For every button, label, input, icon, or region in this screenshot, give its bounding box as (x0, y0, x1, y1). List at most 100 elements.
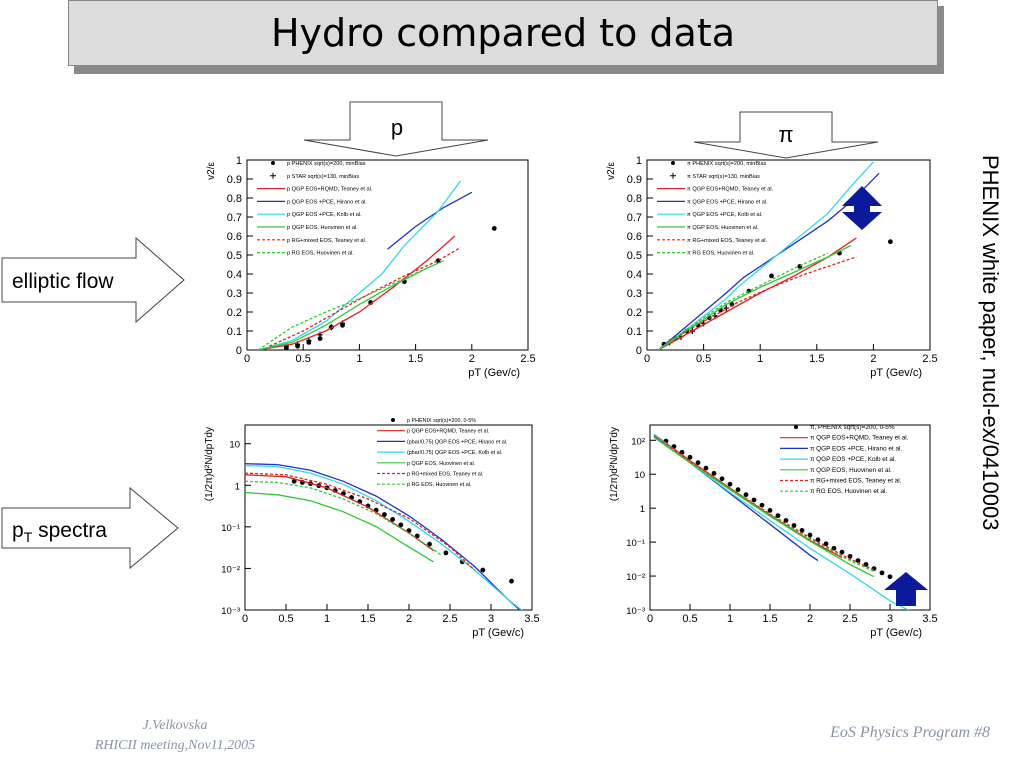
legend-text: p PHENIX sqrt(s)=200, 0-5% (407, 418, 476, 424)
x-tick-label: 1 (727, 613, 733, 625)
title-box: Hydro compared to data (68, 0, 938, 66)
y-tick-label: 0.6 (627, 231, 642, 243)
x-tick-label: 0 (647, 613, 653, 625)
y-tick-label: 0.2 (627, 307, 642, 319)
series-line (657, 252, 829, 350)
y-tick-label: 0.4 (627, 269, 642, 281)
legend-text: p QGP EOS, Huovinen et al. (287, 225, 358, 231)
legend-marker (270, 172, 276, 179)
data-point (879, 570, 885, 576)
spectra_proton-chart: 0 0.5 1 1.5 2 2.5 3 3.5 10⁻³ 10⁻² 10⁻¹ 1 10 pT (Gev/c… (204, 418, 540, 639)
legend-text: π QGP EOS +PCE, Hirano et al. (687, 199, 768, 205)
side-reference: PHENIX white paper, nucl-ex/0410003 (978, 155, 1003, 531)
y-tick-label: 0.8 (627, 193, 642, 205)
legend-text: p PHENIX sqrt(s)=200, minBias (287, 161, 366, 167)
legend-text: p QGP EOS+RQMD, Teaney et al. (287, 187, 373, 193)
x-tick-label: 2.5 (442, 613, 457, 625)
y-tick-label: 10² (631, 436, 645, 447)
y-tick-label: 1 (235, 481, 240, 492)
x-tick-label: 2.5 (922, 353, 937, 365)
plot-frame (246, 159, 529, 351)
data-point (719, 476, 725, 482)
data-point (398, 522, 404, 528)
x-tick-label: 1 (356, 353, 362, 365)
y-tick-label: 10⁻² (626, 572, 645, 583)
series-line (245, 491, 434, 563)
y-tick-label: 0.1 (227, 326, 242, 338)
legend-marker (671, 161, 675, 165)
x-tick-label: 0.5 (682, 613, 697, 625)
data-point (759, 502, 765, 508)
y-tick-label: 0.7 (227, 212, 242, 224)
legend-text: π, PHENIX sqrt(s)=200, 0-5% (810, 424, 895, 431)
x-axis-label: pT (Gev/c) (870, 367, 922, 379)
data-point (783, 518, 789, 523)
x-tick-label: 3.5 (922, 613, 937, 625)
legend-text: π QGP EOS +PCE, Hirano et al. (810, 445, 902, 452)
data-point (509, 578, 514, 584)
elliptic-flow-arrow: elliptic flow (1, 236, 185, 324)
x-tick-label: 0 (644, 353, 650, 365)
legend-text: p RG+mixed EOS, Teaney et al. (407, 472, 483, 478)
legend-marker (794, 425, 798, 429)
x-tick-label: 2 (807, 613, 813, 625)
legend-text: (pbar/0.75) QGP EOS +PCE, Kolb et al. (407, 450, 502, 456)
footer-program: EoS Physics Program #8 (830, 724, 990, 741)
data-point (751, 497, 757, 503)
data-point (695, 460, 701, 466)
legend-text: π QGP EOS+RQMD, Teaney et al. (810, 435, 909, 442)
y-tick-label: 0.8 (227, 193, 242, 205)
y-tick-label: 0.2 (227, 307, 242, 319)
data-point (775, 513, 781, 519)
legend-text: π STAR sqrt(s)=130, minBias (687, 174, 760, 180)
x-tick-label: 0 (242, 613, 248, 625)
data-point (847, 553, 853, 559)
footer-author-name: J.Velkovska (142, 718, 208, 733)
data-point (887, 239, 893, 245)
y-tick-label: 0.1 (627, 326, 642, 338)
x-tick-label: 0 (244, 353, 250, 365)
y-axis-label: v2/ε (606, 161, 617, 179)
legend-text: π QGP EOS, Huovinen et al. (810, 467, 892, 474)
legend-text: p QGP EOS, Huovinen et al. (407, 461, 475, 467)
x-tick-label: 2 (870, 353, 876, 365)
plot-frame (244, 424, 533, 611)
series-line (669, 256, 857, 342)
x-tick-label: 3 (887, 613, 893, 625)
y-tick-label: 0.9 (227, 174, 242, 186)
footer-meeting: RHICII meeting,Nov11,2005 (94, 738, 256, 753)
y-axis-label: v2/ε (206, 161, 217, 179)
data-point (443, 550, 449, 556)
y-tick-label: 0.4 (227, 269, 242, 281)
star-point (306, 337, 312, 344)
data-point (767, 507, 773, 513)
legend-text: p RG+mixed EOS, Teaney et al. (287, 238, 367, 244)
data-point (887, 574, 893, 580)
x-tick-label: 1 (757, 353, 763, 365)
x-tick-label: 1.5 (762, 613, 777, 625)
series-line (653, 435, 875, 571)
y-tick-label: 0.9 (627, 174, 642, 186)
y-tick-label: 0.5 (627, 250, 642, 262)
x-axis-label: pT (Gev/c) (472, 627, 524, 639)
x-tick-label: 2 (469, 353, 475, 365)
x-axis-label: pT (Gev/c) (870, 627, 922, 639)
data-point (855, 558, 861, 564)
legend-marker (670, 172, 676, 179)
legend-marker (391, 418, 395, 422)
y-tick-label: 10⁻³ (221, 606, 240, 617)
series-group (257, 180, 497, 350)
pion-arrow-label: π (778, 122, 793, 147)
legend-text: p RG EOS, Huovinen et al. (287, 251, 354, 257)
legend-text: p QGP EOS +PCE, Kolb et al. (287, 212, 362, 218)
data-point (480, 567, 486, 573)
series-line (245, 480, 443, 556)
y-tick-label: 1 (636, 155, 642, 167)
data-point (491, 226, 497, 231)
y-tick-label: 10 (229, 440, 240, 451)
legend-text: π QGP EOS +PCE, Kolb et al. (687, 212, 763, 218)
series-line (653, 436, 875, 572)
x-tick-label: 0.5 (296, 353, 311, 365)
data-point (863, 562, 869, 567)
